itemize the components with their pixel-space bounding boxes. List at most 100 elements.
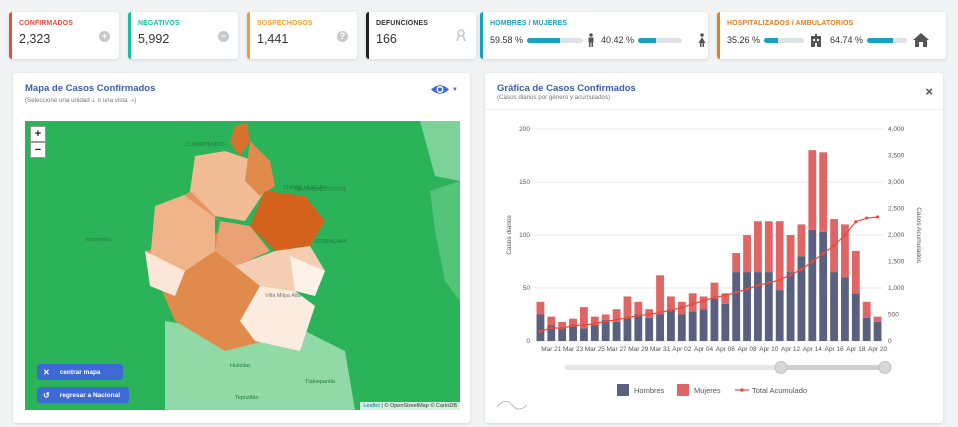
bar-hombres — [808, 229, 817, 341]
point-total-acumulado — [593, 321, 597, 326]
bar-mujeres — [656, 275, 664, 315]
center-map-label: centrar mapa — [59, 368, 101, 376]
bar-hombres — [797, 256, 806, 341]
female-icon — [698, 33, 706, 47]
point-total-acumulado — [821, 251, 825, 256]
bar-hombres — [558, 328, 567, 341]
x-tick-label: Mar 23 — [563, 346, 584, 353]
reset-national-button[interactable]: ↺ regresar a Nacional — [37, 387, 129, 403]
bar-mujeres — [841, 224, 849, 278]
x-tick-label: Mar 21 — [541, 346, 562, 353]
bar-hombres — [590, 325, 599, 341]
x-tick-label: Apr 08 — [737, 346, 757, 353]
stat-card-sospechosos[interactable]: SOSPECHOSOS 1,441 ? — [247, 12, 357, 59]
range-handle-left[interactable] — [774, 361, 788, 374]
point-total-acumulado — [669, 308, 673, 312]
x-tick-label: Apr 06 — [716, 346, 736, 353]
svg-text:CUAUHTÉMOC: CUAUHTÉMOC — [185, 141, 224, 148]
svg-text:Xochimilco: Xochimilco — [85, 237, 112, 243]
bar-mujeres — [721, 293, 730, 304]
ambulatorios-percent: 64.74 % — [830, 35, 864, 45]
stat-label: DEFUNCIONES — [376, 20, 429, 27]
map-svg[interactable]: CUAUHTÉMOC NEZAHUALCÓYOTL CHIMALHUACÁN I… — [25, 121, 460, 410]
point-total-acumulado — [636, 313, 640, 318]
bar-mujeres — [786, 235, 795, 273]
stat-card-hospitalizados[interactable]: HOSPITALIZADOS / AMBULATORIOS 35.26 % 64… — [717, 12, 946, 59]
bar-hombres — [677, 314, 686, 341]
caret-down-icon: ▼ — [452, 86, 458, 93]
point-total-acumulado — [691, 302, 695, 306]
stat-value: 5,992 — [138, 32, 170, 46]
stat-value: 2,323 — [19, 32, 51, 46]
y2-tick-label: 2,500 — [888, 206, 905, 213]
legend-swatch — [677, 384, 689, 396]
y2-axis-label: Casos Acumulados — [915, 207, 922, 263]
bar-hombres — [851, 293, 860, 341]
stat-card-defunciones[interactable]: DEFUNCIONES 166 — [366, 12, 476, 59]
bar-hombres — [754, 272, 762, 341]
point-total-acumulado — [647, 312, 651, 317]
question-circle-icon: ? — [337, 31, 348, 42]
x-tick-label: Mar 27 — [606, 346, 627, 353]
y2-tick-label: 500 — [888, 312, 899, 319]
line-total-acumulado — [540, 216, 878, 333]
x-tick-label: Apr 20 — [868, 346, 888, 353]
y-axis-label: Casos diarios — [506, 215, 513, 255]
map-title: Mapa de Casos Confirmados — [25, 83, 156, 94]
legend-label: Mujeres — [694, 386, 721, 395]
bar-mujeres — [732, 253, 741, 273]
zoom-in-button[interactable]: + — [30, 126, 46, 142]
y2-tick-label: 2,000 — [888, 232, 905, 239]
stat-card-negativos[interactable]: NEGATIVOS 5,992 − — [128, 12, 238, 59]
map-attribution: Leaflet | © OpenStreetMap © CartoDB — [360, 402, 460, 410]
legend-swatch — [617, 384, 629, 396]
x-tick-label: Apr 02 — [672, 346, 692, 353]
chart-svg[interactable]: 0 50 100 150 200 0 500 1,000 1,500 2,000 2,500 3,00… — [485, 109, 943, 423]
hospitalizados-percent: 35.26 % — [727, 35, 761, 45]
x-tick-label: Apr 18 — [846, 346, 866, 353]
attribution-text: | © OpenStreetMap © CartoDB — [381, 403, 457, 409]
x-tick-label: Apr 10 — [759, 346, 779, 353]
leaflet-link[interactable]: Leaflet — [363, 403, 380, 409]
minus-circle-icon: − — [218, 31, 229, 42]
compress-icon: ✕ — [43, 367, 50, 377]
legend-label: Hombres — [634, 386, 665, 395]
bar-mujeres — [754, 221, 762, 273]
point-total-acumulado — [832, 244, 836, 248]
legend-swatch-point — [740, 388, 744, 392]
bar-hombres — [623, 317, 632, 341]
bar-hombres — [667, 309, 675, 341]
bar-hombres — [547, 325, 556, 341]
point-total-acumulado — [701, 299, 706, 303]
bar-hombres — [721, 303, 730, 341]
svg-text:NEZAHUALCÓYOTL: NEZAHUALCÓYOTL — [295, 186, 347, 193]
bar-hombres — [699, 309, 708, 341]
center-map-button[interactable]: ✕ centrar mapa — [37, 364, 123, 380]
male-icon — [588, 33, 594, 47]
bar-mujeres — [580, 307, 588, 329]
bar-mujeres — [547, 316, 556, 326]
view-toggle[interactable]: ▼ — [430, 83, 458, 96]
bar-mujeres — [775, 221, 784, 291]
map-container[interactable]: CUAUHTÉMOC NEZAHUALCÓYOTL CHIMALHUACÁN I… — [25, 121, 460, 410]
bar-hombres — [580, 328, 588, 341]
stat-card-genero[interactable]: HOMBRES / MUJERES 59.58 % 40.42 % — [480, 12, 708, 59]
range-handle-right[interactable] — [878, 361, 892, 374]
hospital-icon — [811, 33, 822, 47]
bar-mujeres — [710, 282, 719, 299]
bar-hombres — [536, 314, 545, 341]
x-tick-label: Apr 16 — [824, 346, 844, 353]
point-total-acumulado — [799, 267, 804, 272]
bar-hombres — [841, 277, 849, 341]
bar-hombres — [634, 314, 643, 341]
bar-hombres — [873, 321, 882, 341]
point-total-acumulado — [680, 306, 684, 310]
bar-mujeres — [699, 296, 708, 310]
x-tick-label: Apr 12 — [781, 346, 801, 353]
point-total-acumulado — [767, 281, 771, 285]
point-total-acumulado — [788, 273, 793, 277]
close-button[interactable]: × — [925, 84, 933, 99]
zoom-out-button[interactable]: − — [30, 142, 46, 158]
bar-hombres — [688, 311, 697, 341]
stat-card-confirmados[interactable]: CONFIRMADOS 2,323 + — [9, 12, 119, 59]
